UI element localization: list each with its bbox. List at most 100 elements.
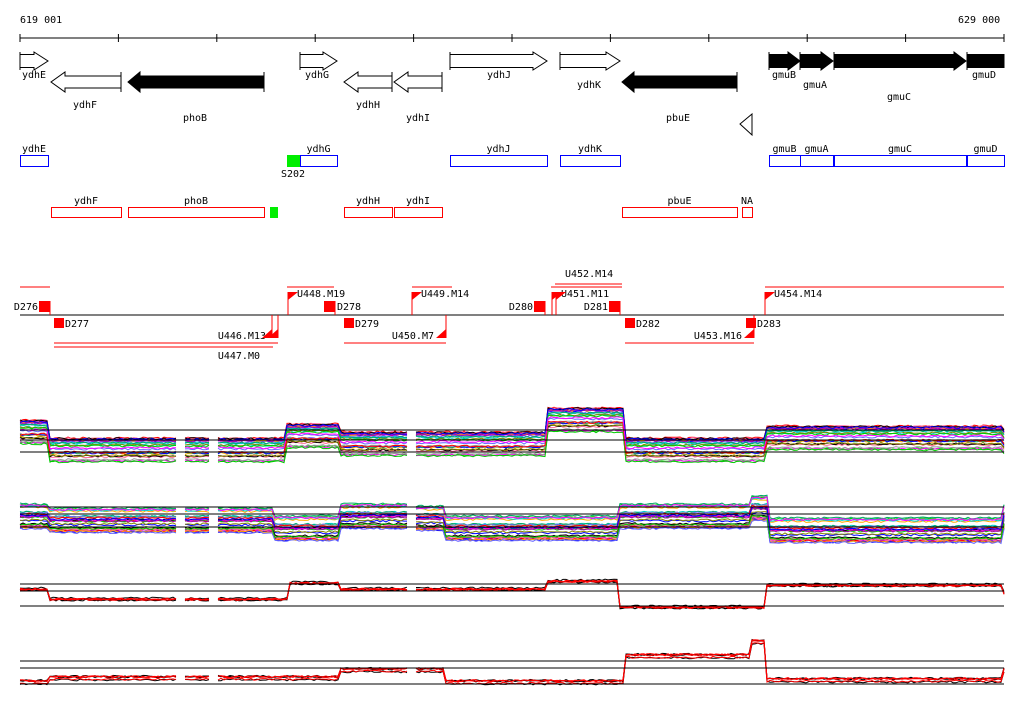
segment-label: D276: [14, 302, 38, 313]
gene-gmuD[interactable]: gmuD: [966, 52, 1005, 81]
gene-arrow-gmuB[interactable]: [768, 51, 801, 71]
forward-feature-ydhG[interactable]: [300, 155, 338, 167]
reverse-feature-label: ydhF: [74, 196, 98, 207]
reverse-marker-box[interactable]: [270, 207, 278, 218]
forward-feature-label: ydhK: [578, 144, 602, 155]
gene-arrow-ydhI[interactable]: [393, 71, 443, 93]
segment-marker-D283[interactable]: [746, 318, 756, 328]
gene-arrow-phoB[interactable]: [127, 70, 265, 94]
segment-flag-U449.M14[interactable]: [412, 292, 422, 300]
reverse-feature-phoB[interactable]: [128, 207, 265, 218]
gene-arrow-ydhJ[interactable]: [449, 51, 548, 71]
segment-marker-D279[interactable]: [344, 318, 354, 328]
segment-flag-U452.M14[interactable]: [556, 292, 566, 300]
segment-flag-U450.M7[interactable]: [436, 329, 446, 338]
marker-box[interactable]: [287, 155, 300, 167]
segment-flag-U453.M16[interactable]: [744, 329, 754, 338]
segment-label: U448.M19: [297, 289, 345, 300]
gene-arrow-gmuD[interactable]: [966, 54, 1005, 68]
expression-panel-1: [19, 406, 1005, 464]
expression-trace: [19, 638, 1005, 682]
gene-arrow-ydhE[interactable]: [19, 51, 49, 71]
gene-ydhK[interactable]: ydhK: [559, 51, 621, 91]
gene-ydhI[interactable]: ydhI: [393, 71, 443, 124]
segment-marker-D277[interactable]: [54, 318, 64, 328]
gene-arrow-ydhF[interactable]: [50, 71, 122, 93]
forward-feature-track: ydhE ydhG ydhJ ydhK gmuB gmuA gmuC gmuD S202: [20, 144, 1005, 180]
gene-arrow-gmuC[interactable]: [833, 51, 967, 71]
gene-label: gmuD: [972, 70, 996, 81]
gene-label: gmuB: [772, 70, 796, 81]
segment-flag-U448.M19[interactable]: [288, 292, 298, 300]
reverse-feature-NA[interactable]: [742, 207, 753, 218]
segment-marker-D282[interactable]: [625, 318, 635, 328]
forward-feature-ydhJ[interactable]: [450, 155, 548, 167]
gene-pbuE[interactable]: pbuE: [621, 70, 738, 124]
gene-arrow-ydhK[interactable]: [559, 51, 621, 71]
segment-label: D280: [509, 302, 533, 313]
gene-ydhE[interactable]: ydhE: [19, 51, 49, 81]
forward-feature-gmuB[interactable]: [769, 155, 801, 167]
forward-feature-label: gmuA: [804, 144, 828, 155]
forward-feature-gmuD[interactable]: [967, 155, 1005, 167]
gene-label: ydhE: [22, 70, 46, 81]
gene-gmuA[interactable]: gmuA: [799, 51, 834, 91]
expression-trace: [19, 407, 1005, 442]
expression-panel-3: [19, 578, 1005, 610]
gene-label: ydhJ: [487, 70, 511, 81]
gene-ydhJ[interactable]: ydhJ: [449, 51, 548, 81]
gene-ydhG[interactable]: ydhG: [299, 51, 338, 81]
expression-trace: [19, 639, 1005, 683]
forward-feature-gmuA[interactable]: [800, 155, 834, 167]
forward-feature-label: ydhE: [22, 144, 46, 155]
gene-gmuC[interactable]: gmuC: [833, 51, 967, 103]
reverse-feature-ydhH[interactable]: [344, 207, 393, 218]
segment-label: D279: [355, 319, 379, 330]
segment-marker-D276[interactable]: [39, 301, 50, 312]
segment-marker-D278[interactable]: [324, 301, 335, 312]
gene-phoB[interactable]: phoB: [127, 70, 265, 124]
reverse-feature-track: ydhF phoB ydhH ydhI pbuE NA: [51, 196, 753, 218]
expression-trace: [19, 642, 1005, 685]
gene-label: ydhG: [305, 70, 329, 81]
segment-marker-D280[interactable]: [534, 301, 545, 312]
expression-panel-4: [19, 638, 1005, 686]
gene-track: ydhE ydhF phoB ydhG ydhH ydhI ydhJ ydhK pbuE gmuB…: [19, 51, 1005, 137]
gene-ydhH[interactable]: ydhH: [343, 71, 393, 111]
segment-label: U450.M7: [392, 331, 434, 342]
gene-label: gmuA: [803, 80, 827, 91]
segment-track: D276 U448.M19 D278 U449.M14 D280 U451.M11 U452…: [14, 269, 1004, 362]
gene-arrow-ydhH[interactable]: [343, 71, 393, 93]
segment-flag-U447.M0[interactable]: [262, 329, 272, 338]
forward-feature-ydhE[interactable]: [20, 155, 49, 167]
segment-marker-D281[interactable]: [609, 301, 620, 312]
gene-label: ydhH: [356, 100, 380, 111]
reverse-feature-ydhI[interactable]: [394, 207, 443, 218]
gene-ydhF[interactable]: ydhF: [50, 71, 122, 111]
expression-trace: [20, 498, 1005, 523]
expression-trace: [19, 411, 1005, 445]
forward-feature-ydhK[interactable]: [560, 155, 621, 167]
reverse-feature-ydhF[interactable]: [51, 207, 122, 218]
expression-trace: [19, 430, 1005, 464]
gene-arrow-gmuA[interactable]: [799, 51, 834, 71]
expression-trace: [19, 519, 1005, 545]
reverse-feature-pbuE[interactable]: [622, 207, 738, 218]
segment-flag-U454.M14[interactable]: [765, 292, 775, 300]
segment-label: U453.M16: [694, 331, 742, 342]
expression-trace: [19, 515, 1005, 541]
forward-feature-gmuC[interactable]: [834, 155, 967, 167]
forward-feature-label: ydhG: [306, 144, 330, 155]
gene-arrow-ydhG[interactable]: [299, 51, 338, 71]
segment-label: D281: [584, 302, 608, 313]
expression-trace: [19, 411, 1005, 445]
gene-label: ydhF: [73, 100, 97, 111]
marker-label: S202: [281, 169, 305, 180]
segment-label: D277: [65, 319, 89, 330]
gene-label: gmuC: [887, 92, 911, 103]
gene-arrow-pbuE[interactable]: [621, 70, 738, 94]
gene-gmuB[interactable]: gmuB: [768, 51, 801, 81]
expression-trace: [19, 424, 1005, 458]
expression-trace: [19, 506, 1005, 531]
segment-label: D278: [337, 302, 361, 313]
